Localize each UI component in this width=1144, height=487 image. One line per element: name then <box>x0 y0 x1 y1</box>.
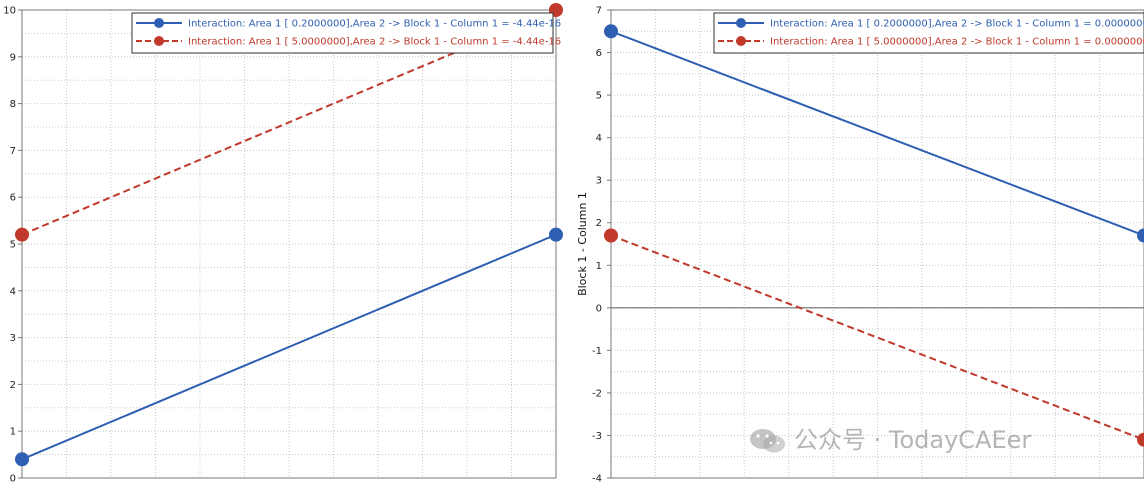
data-point <box>1137 228 1144 243</box>
chart-1: 0 1 2 3 4 5 6 7 8 9 10 Interaction: Area 1 [ 0.2000… <box>3 3 563 485</box>
legend-marker-2 <box>154 36 164 46</box>
legend-box <box>131 12 554 54</box>
y-tick-label: 1 <box>596 261 602 272</box>
y-tick-label: 3 <box>596 176 602 187</box>
legend-box <box>713 12 1144 54</box>
legend: Interaction: Area 1 [ 0.2000000],Area 2 … <box>131 12 561 54</box>
legend-label-1: Interaction: Area 1 [ 0.2000000],Area 2 … <box>770 19 1144 30</box>
legend-label-2: Interaction: Area 1 [ 5.0000000],Area 2 … <box>188 37 561 48</box>
y-axis-label: Block 1 - Column 1 <box>576 192 589 296</box>
y-tick-label: 4 <box>596 133 602 144</box>
y-tick-label: 3 <box>10 333 16 344</box>
y-tick-label: 0 <box>596 303 602 314</box>
y-tick-label: -4 <box>592 474 602 485</box>
data-point <box>15 227 29 242</box>
y-tick-label: 1 <box>10 427 16 438</box>
data-point <box>604 228 618 243</box>
legend-marker-2 <box>736 36 746 46</box>
y-tick-label: 9 <box>10 52 16 63</box>
legend-label-2: Interaction: Area 1 [ 5.0000000],Area 2 … <box>770 37 1144 48</box>
legend-marker-1 <box>154 18 164 28</box>
series-line-1 <box>610 30 1144 237</box>
wechat-icon <box>750 429 785 453</box>
data-point <box>15 452 29 467</box>
y-tick-label: 2 <box>596 218 602 229</box>
data-point <box>549 227 563 242</box>
y-tick-label: 2 <box>10 380 16 391</box>
chart-2: -4 -3 -2 -1 0 1 2 3 4 5 6 7 Block 1 - Column 1 Intera… <box>576 6 1144 485</box>
plot-frame <box>610 9 1144 479</box>
series-line-2 <box>610 234 1144 441</box>
y-tick-label: 10 <box>3 6 16 17</box>
legend-marker-1 <box>736 18 746 28</box>
legend-label-1: Interaction: Area 1 [ 0.2000000],Area 2 … <box>188 19 561 30</box>
y-tick-label: -3 <box>592 431 602 442</box>
watermark-text: 公众号 · TodayCAEer <box>794 426 1032 454</box>
y-tick-label: -1 <box>592 346 602 357</box>
legend: Interaction: Area 1 [ 0.2000000],Area 2 … <box>713 12 1144 54</box>
y-tick-label: 8 <box>10 99 16 110</box>
y-tick-label: 6 <box>10 193 16 204</box>
y-tick-label: 7 <box>596 6 602 17</box>
y-tick-label: 5 <box>596 91 602 102</box>
watermark: 公众号 · TodayCAEer <box>748 420 1031 456</box>
y-tick-label: -2 <box>592 388 602 399</box>
series-line-2 <box>21 9 557 236</box>
data-point <box>1137 432 1144 447</box>
series-line-1 <box>21 233 557 461</box>
data-point <box>604 24 618 39</box>
y-tick-label: 0 <box>10 474 16 485</box>
y-tick-label: 5 <box>10 240 16 251</box>
y-tick-label: 4 <box>10 286 16 297</box>
y-tick-label: 7 <box>10 146 16 157</box>
y-tick-label: 6 <box>596 48 602 59</box>
